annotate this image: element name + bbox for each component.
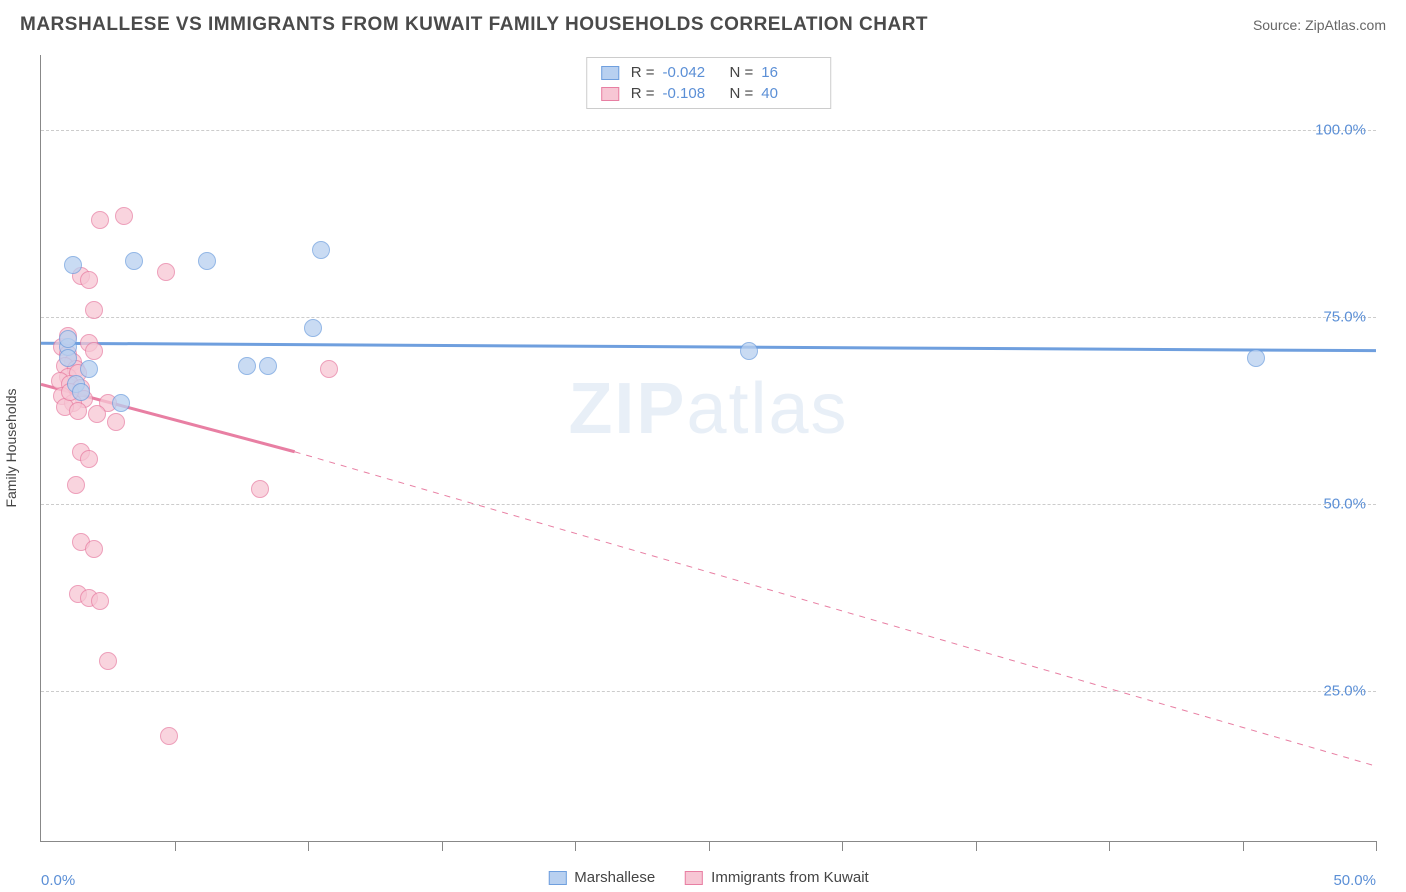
data-point <box>312 241 330 259</box>
n-value: 16 <box>761 64 816 81</box>
legend-stat-row: R = -0.042 N = 16 <box>601 62 817 83</box>
x-tick <box>575 841 576 851</box>
data-point <box>157 263 175 281</box>
chart-plot-area: ZIPatlas Family Households R =-0.042N =1… <box>40 55 1376 842</box>
legend-swatch <box>548 871 566 885</box>
data-point <box>91 211 109 229</box>
data-point <box>125 252 143 270</box>
r-label: R = <box>631 64 655 81</box>
x-tick <box>308 841 309 851</box>
data-point <box>80 450 98 468</box>
data-point <box>238 357 256 375</box>
x-tick <box>842 841 843 851</box>
legend-swatch <box>601 66 619 80</box>
trend-lines-layer <box>41 55 1376 841</box>
data-point <box>85 342 103 360</box>
data-point <box>85 301 103 319</box>
data-point <box>88 405 106 423</box>
x-tick <box>709 841 710 851</box>
x-tick <box>976 841 977 851</box>
watermark-rest: atlas <box>686 369 848 449</box>
data-point <box>80 271 98 289</box>
gridline-horizontal <box>41 504 1376 505</box>
x-tick <box>1243 841 1244 851</box>
r-value: -0.108 <box>663 85 718 102</box>
y-tick-label: 100.0% <box>1315 121 1366 138</box>
x-tick <box>175 841 176 851</box>
watermark-bold: ZIP <box>568 369 686 449</box>
data-point <box>91 592 109 610</box>
y-tick-label: 50.0% <box>1323 496 1366 513</box>
legend-series-names: Marshallese Immigrants from Kuwait <box>548 869 868 886</box>
watermark: ZIPatlas <box>568 368 848 450</box>
data-point <box>112 394 130 412</box>
legend-series-item: Marshallese <box>548 869 655 886</box>
data-point <box>107 413 125 431</box>
legend-correlation-stats: R = -0.042 N = 16 R = -0.108 N = 40 <box>586 57 832 109</box>
legend-series-label: Immigrants from Kuwait <box>711 869 869 886</box>
data-point <box>160 727 178 745</box>
y-tick-label: 75.0% <box>1323 309 1366 326</box>
x-tick <box>1109 841 1110 851</box>
n-value: 40 <box>761 85 816 102</box>
data-point <box>72 383 90 401</box>
data-point <box>251 480 269 498</box>
data-point <box>320 360 338 378</box>
x-tick-label-right: 50.0% <box>1333 872 1376 889</box>
legend-swatch <box>685 871 703 885</box>
data-point <box>304 319 322 337</box>
n-label: N = <box>730 85 754 102</box>
trend-line <box>295 452 1376 766</box>
data-point <box>64 256 82 274</box>
data-point <box>99 652 117 670</box>
data-point <box>259 357 277 375</box>
legend-swatch <box>601 87 619 101</box>
x-tick <box>1376 841 1377 851</box>
gridline-horizontal <box>41 130 1376 131</box>
n-label: N = <box>730 64 754 81</box>
r-label: R = <box>631 85 655 102</box>
data-point <box>1247 349 1265 367</box>
data-point <box>85 540 103 558</box>
data-point <box>69 402 87 420</box>
gridline-horizontal <box>41 317 1376 318</box>
data-point <box>198 252 216 270</box>
legend-series-item: Immigrants from Kuwait <box>685 869 869 886</box>
r-value: -0.042 <box>663 64 718 81</box>
data-point <box>80 360 98 378</box>
y-axis-label: Family Households <box>3 388 19 507</box>
legend-stat-row: R = -0.108 N = 40 <box>601 83 817 104</box>
x-tick <box>442 841 443 851</box>
gridline-horizontal <box>41 691 1376 692</box>
chart-title: MARSHALLESE VS IMMIGRANTS FROM KUWAIT FA… <box>20 14 928 36</box>
legend-series-label: Marshallese <box>574 869 655 886</box>
x-tick-label-left: 0.0% <box>41 872 75 889</box>
source-label: Source: ZipAtlas.com <box>1253 17 1386 33</box>
trend-line <box>41 343 1376 350</box>
data-point <box>67 476 85 494</box>
y-tick-label: 25.0% <box>1323 683 1366 700</box>
data-point <box>59 349 77 367</box>
header: MARSHALLESE VS IMMIGRANTS FROM KUWAIT FA… <box>0 0 1406 50</box>
data-point <box>59 330 77 348</box>
data-point <box>740 342 758 360</box>
data-point <box>115 207 133 225</box>
